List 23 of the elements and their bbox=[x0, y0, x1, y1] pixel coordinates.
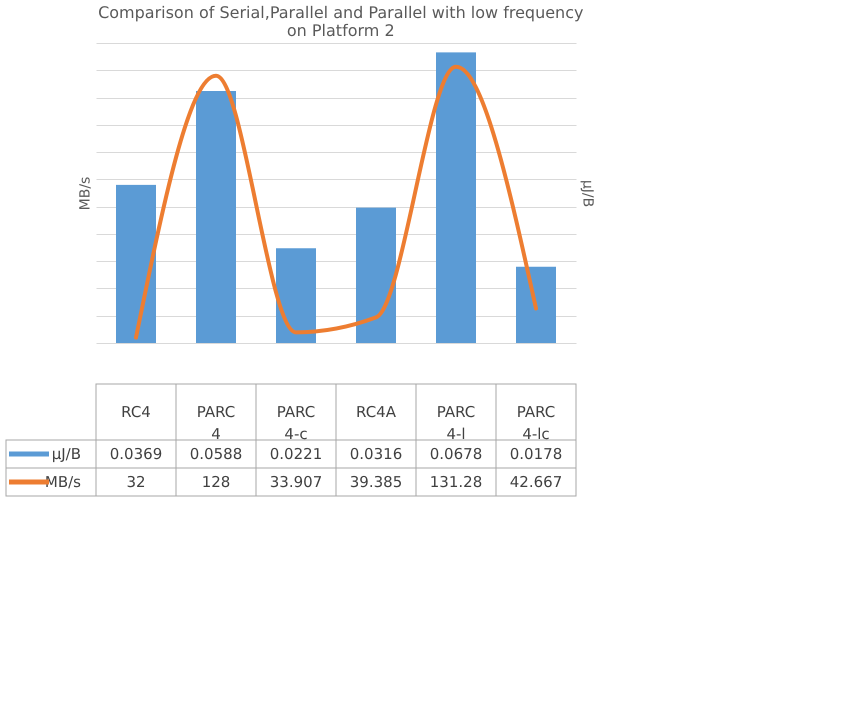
x-tick-label: PARC 4-c bbox=[276, 403, 316, 443]
data-label: 33.907 bbox=[270, 473, 322, 491]
data-label: 42.667 bbox=[510, 473, 562, 491]
data-label: 0.0316 bbox=[350, 445, 402, 463]
data-label: 0.0678 bbox=[430, 445, 482, 463]
x-tick-label: PARC 4-l bbox=[436, 403, 476, 443]
x-tick-label: PARC 4 bbox=[196, 403, 236, 443]
y2-axis-title: μJ/B bbox=[580, 180, 596, 208]
x-tick-label: RC4 bbox=[121, 403, 151, 421]
y-axis-title: MB/s bbox=[78, 176, 94, 210]
text: Comparison of Serial,Parallel and Parallel with low frequency bbox=[98, 3, 584, 22]
x-tick-label: PARC 4-lc bbox=[516, 403, 556, 443]
text: on Platform 2 bbox=[286, 21, 395, 40]
data-label: 128 bbox=[202, 473, 230, 491]
data-label: 32 bbox=[126, 473, 146, 491]
data-label: 0.0221 bbox=[270, 445, 322, 463]
data-label: 131.28 bbox=[430, 473, 482, 491]
data-label: 39.385 bbox=[350, 473, 402, 491]
data-label: 0.0369 bbox=[110, 445, 162, 463]
data-label: 0.0178 bbox=[510, 445, 562, 463]
legend-label: μJ/B bbox=[52, 445, 81, 463]
data-label: 0.0588 bbox=[190, 445, 242, 463]
x-tick-label: RC4A bbox=[356, 403, 397, 421]
